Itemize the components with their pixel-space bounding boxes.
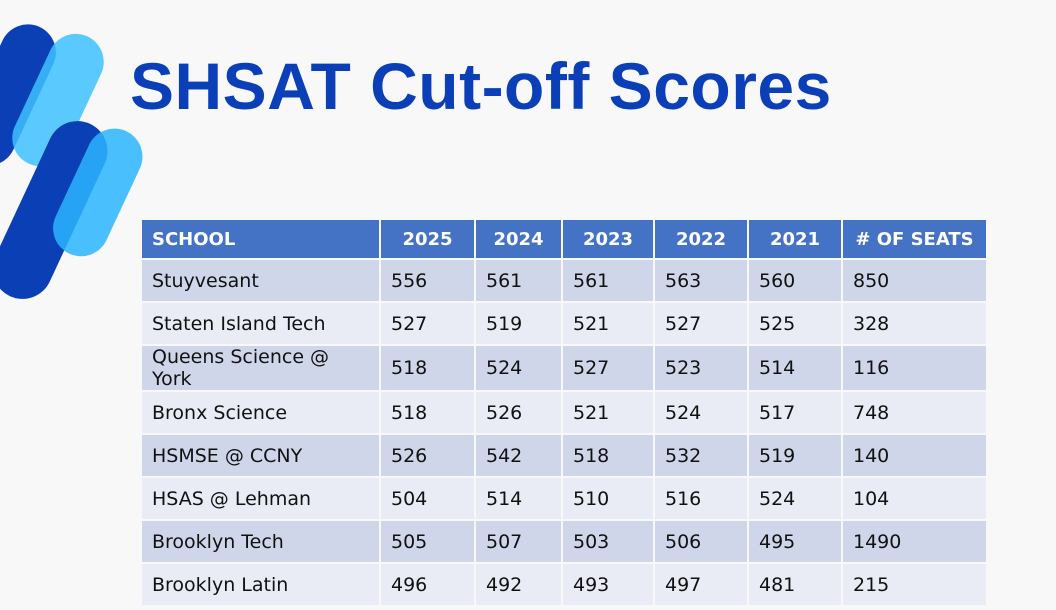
cell: 525: [747, 301, 843, 346]
cell: 521: [561, 390, 655, 435]
cell: 561: [474, 258, 563, 303]
cell: 504: [379, 476, 476, 521]
cell: 850: [841, 258, 988, 303]
cell: 517: [747, 390, 843, 435]
column-header: 2021: [747, 218, 843, 260]
table-row: Bronx Science 518 526 521 524 517 748: [140, 390, 988, 435]
cell: 1490: [841, 519, 988, 564]
cell: 104: [841, 476, 988, 521]
cell: 519: [747, 433, 843, 478]
school-name: HSAS @ Lehman: [140, 476, 381, 521]
school-name: Staten Island Tech: [140, 301, 381, 346]
cell: 516: [653, 476, 749, 521]
cell: 524: [474, 344, 563, 392]
cell: 514: [474, 476, 563, 521]
table-row: Stuyvesant 556 561 561 563 560 850: [140, 258, 988, 303]
title: SHSAT Cut-off Scores: [130, 49, 832, 123]
cell: 215: [841, 562, 988, 607]
cell: 519: [474, 301, 563, 346]
cell: 527: [561, 344, 655, 392]
cell: 518: [379, 344, 476, 392]
cell: 510: [561, 476, 655, 521]
cell: 524: [653, 390, 749, 435]
pill: [0, 121, 108, 299]
school-name: Brooklyn Latin: [140, 562, 381, 607]
cell: 526: [379, 433, 476, 478]
cell: 521: [561, 301, 655, 346]
pill: [53, 128, 143, 257]
cell: 542: [474, 433, 563, 478]
cell: 560: [747, 258, 843, 303]
pill: [0, 24, 56, 166]
table: SCHOOL 2025 2024 2023 2022 2021 # OF SEATS Stu…: [140, 218, 988, 607]
school-name: Brooklyn Tech: [140, 519, 381, 564]
column-header: 2023: [561, 218, 655, 260]
cell: 503: [561, 519, 655, 564]
cell: 140: [841, 433, 988, 478]
cell: 505: [379, 519, 476, 564]
column-header: SCHOOL: [140, 218, 381, 260]
cell: 532: [653, 433, 749, 478]
table-row: Brooklyn Latin 496 492 493 497 481 215: [140, 562, 988, 607]
school-name: Stuyvesant: [140, 258, 381, 303]
pill: [12, 33, 104, 167]
cell: 556: [379, 258, 476, 303]
column-header: # OF SEATS: [841, 218, 988, 260]
cell: 497: [653, 562, 749, 607]
school-name: Queens Science @ York: [140, 344, 381, 392]
column-header: 2022: [653, 218, 749, 260]
cell: 492: [474, 562, 563, 607]
table-row: HSMSE @ CCNY 526 542 518 532 519 140: [140, 433, 988, 478]
cell: 514: [747, 344, 843, 392]
decoration: [0, 24, 143, 299]
cell: 524: [747, 476, 843, 521]
cell: 481: [747, 562, 843, 607]
cell: 527: [653, 301, 749, 346]
cell: 116: [841, 344, 988, 392]
table-row: Staten Island Tech 527 519 521 527 525 328: [140, 301, 988, 346]
cell: 507: [474, 519, 563, 564]
cell: 493: [561, 562, 655, 607]
cell: 748: [841, 390, 988, 435]
cell: 506: [653, 519, 749, 564]
cell: 328: [841, 301, 988, 346]
cell: 496: [379, 562, 476, 607]
cell: 526: [474, 390, 563, 435]
cell: 563: [653, 258, 749, 303]
column-header: 2024: [474, 218, 563, 260]
cell: 523: [653, 344, 749, 392]
header-row: SCHOOL 2025 2024 2023 2022 2021 # OF SEATS: [140, 218, 988, 260]
table-row: Brooklyn Tech 505 507 503 506 495 1490: [140, 519, 988, 564]
table-row: HSAS @ Lehman 504 514 510 516 524 104: [140, 476, 988, 521]
column-header: 2025: [379, 218, 476, 260]
cell: 518: [561, 433, 655, 478]
cell: 561: [561, 258, 655, 303]
cell: 527: [379, 301, 476, 346]
table-row: Queens Science @ York 518 524 527 523 514 116: [140, 344, 988, 392]
cell: 518: [379, 390, 476, 435]
table-body: Stuyvesant 556 561 561 563 560 850 Staten Islan…: [140, 258, 988, 607]
cell: 495: [747, 519, 843, 564]
school-name: HSMSE @ CCNY: [140, 433, 381, 478]
school-name: Bronx Science: [140, 390, 381, 435]
